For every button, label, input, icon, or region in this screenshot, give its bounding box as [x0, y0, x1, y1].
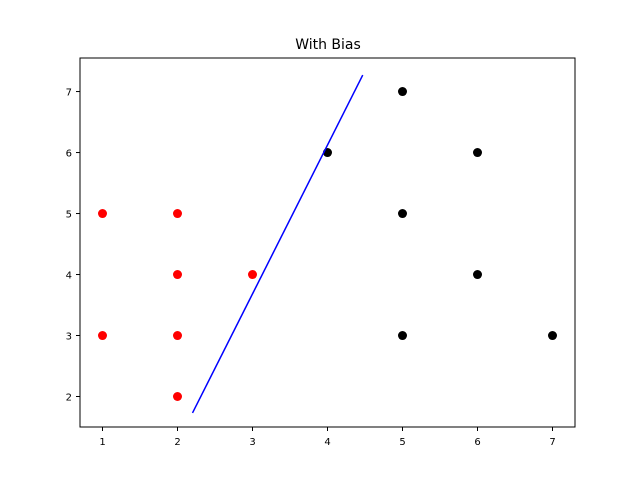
data-point — [98, 209, 107, 219]
y-tick-label: 4 — [66, 271, 72, 282]
data-point — [248, 270, 257, 280]
x-tick-label: 2 — [174, 437, 180, 448]
data-point — [173, 209, 182, 219]
axis-ticks: 1 2 3 4 5 6 7 2 3 4 5 6 7 — [66, 88, 556, 448]
data-point — [473, 148, 482, 158]
data-point — [173, 331, 182, 341]
data-point — [398, 331, 407, 341]
x-tick-label: 7 — [549, 437, 555, 448]
data-point — [173, 270, 182, 280]
x-tick-label: 5 — [399, 437, 405, 448]
data-point — [173, 392, 182, 402]
x-tick-label: 6 — [474, 437, 480, 448]
plot-area — [98, 74, 557, 414]
y-tick-label: 5 — [66, 210, 72, 221]
x-tick-label: 1 — [99, 437, 105, 448]
y-tick-label: 7 — [66, 88, 72, 99]
data-point — [398, 209, 407, 219]
data-point — [398, 87, 407, 97]
data-point — [548, 331, 557, 341]
x-tick-label: 3 — [249, 437, 255, 448]
chart-title: With Bias — [295, 37, 361, 53]
y-tick-label: 3 — [66, 332, 72, 343]
x-tick-label: 4 — [324, 437, 330, 448]
data-point — [473, 270, 482, 280]
y-tick-label: 6 — [66, 149, 72, 160]
y-tick-label: 2 — [66, 393, 72, 404]
decision-boundary-line — [191, 74, 364, 414]
data-point — [98, 331, 107, 341]
